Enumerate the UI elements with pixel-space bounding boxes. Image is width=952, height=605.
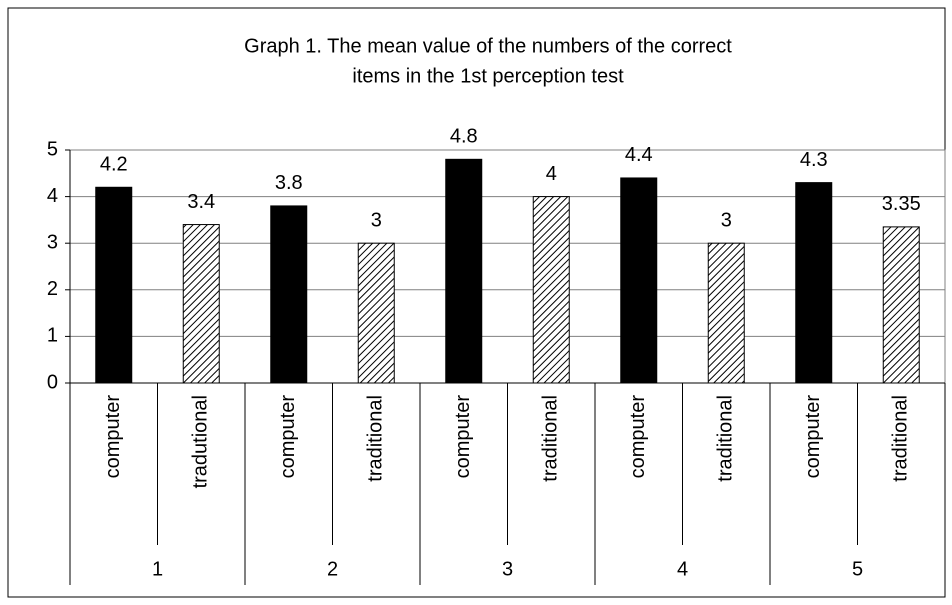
- data-label: 4: [546, 163, 557, 185]
- data-label: 4.2: [100, 154, 128, 176]
- bar: [357, 242, 395, 384]
- bar: [532, 196, 570, 384]
- bar: [270, 205, 308, 384]
- data-label: 3: [721, 209, 732, 231]
- x-tick-label: tradutional: [190, 395, 212, 488]
- group-label: 3: [502, 558, 513, 580]
- x-tick-label: traditional: [540, 395, 562, 482]
- data-label: 4.8: [450, 126, 478, 148]
- data-label: 3.4: [187, 191, 215, 213]
- bar: [795, 182, 833, 384]
- bar: [882, 226, 920, 384]
- y-tick-label: 0: [47, 371, 58, 393]
- x-tick-label: computer: [102, 395, 124, 479]
- x-tick-label: computer: [277, 395, 299, 479]
- data-label: 3.8: [275, 172, 303, 194]
- x-tick-label: computer: [802, 395, 824, 479]
- bar: [707, 242, 745, 384]
- bar: [182, 224, 220, 384]
- bar: [95, 186, 133, 384]
- x-tick-label: traditional: [365, 395, 387, 482]
- y-tick-label: 3: [47, 231, 58, 253]
- y-tick-label: 2: [47, 278, 58, 300]
- data-label: 3: [371, 209, 382, 231]
- y-tick-label: 4: [47, 185, 58, 207]
- y-tick-label: 5: [47, 138, 58, 160]
- chart-title: items in the 1st perception test: [352, 65, 624, 87]
- group-label: 5: [852, 558, 863, 580]
- x-tick-label: traditional: [715, 395, 737, 482]
- bar: [445, 158, 483, 384]
- x-tick-label: computer: [627, 395, 649, 479]
- group-label: 2: [327, 558, 338, 580]
- data-label: 4.4: [625, 144, 653, 166]
- y-tick-label: 1: [47, 325, 58, 347]
- data-label: 3.35: [882, 193, 921, 215]
- group-label: 1: [152, 558, 163, 580]
- x-tick-label: traditional: [890, 395, 912, 482]
- group-label: 4: [677, 558, 688, 580]
- chart-title: Graph 1. The mean value of the numbers o…: [244, 35, 732, 57]
- x-tick-label: computer: [452, 395, 474, 479]
- bar: [620, 177, 658, 384]
- data-label: 4.3: [800, 149, 828, 171]
